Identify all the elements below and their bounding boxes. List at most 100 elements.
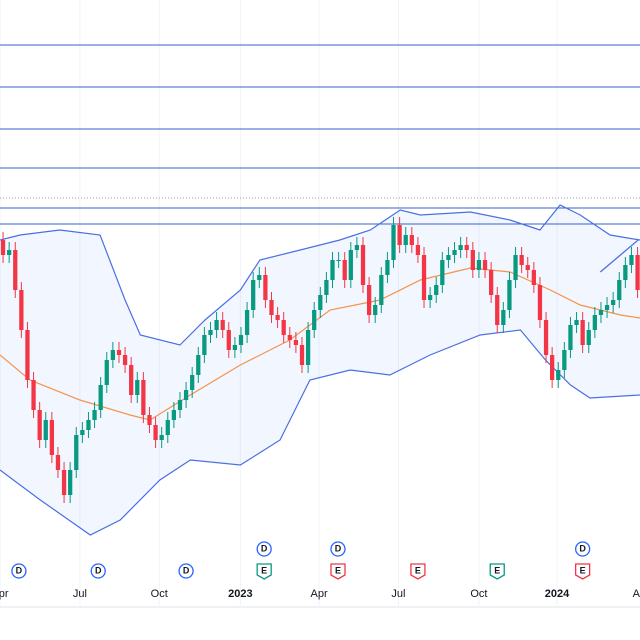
event-label: E [261,565,267,575]
event-label: D [335,543,342,553]
candle-body [135,380,140,395]
candle-body [263,275,268,300]
candle-body [409,235,414,245]
candle-body [379,275,384,305]
candle-body [488,270,494,295]
candle-body [183,390,189,400]
candle-body [543,320,549,355]
candle-body [275,315,280,320]
candle-body [269,300,274,315]
candle-body [31,380,36,410]
candle-body [43,420,48,440]
candle-body [208,330,213,335]
candle-body [598,310,604,315]
candle-body [482,260,488,270]
event-marker: D [330,541,346,557]
candle-body [86,420,91,430]
candle-body [49,420,54,455]
x-tick-label: Jul [73,588,87,600]
candle-body [129,365,134,395]
candle-body [629,255,634,265]
candle-body [232,345,238,350]
event-badge [256,541,272,557]
candle-body [476,260,482,270]
candle-body [568,325,573,350]
event-label: D [183,565,190,575]
candle-body [525,265,530,270]
candle-body [501,310,506,325]
candle-body [55,455,61,470]
candle-body [592,315,597,330]
candle-body [458,245,463,250]
band-line [0,329,640,536]
candle-body [0,240,6,255]
candle-body [98,385,103,410]
candle-body [37,410,42,440]
x-tick-label: 2023 [228,588,252,600]
event-badge [11,563,27,579]
candle-body [391,225,396,260]
event-label: E [415,565,421,575]
candle-body [470,250,475,270]
candle-body [452,250,457,255]
candle-body [537,285,543,320]
candle-body [226,330,231,350]
band-line [0,204,640,346]
candle-body [318,295,323,310]
event-marker: D [575,541,591,557]
candle-body [434,285,439,295]
event-label: D [16,565,23,575]
event-badge [575,541,591,557]
candle-body [623,265,628,280]
candle-body [177,400,183,410]
candle-body [360,245,366,285]
candle-body [464,245,469,250]
event-marker: E [410,563,426,580]
x-tick-label: Apr [633,588,640,600]
candle-body [397,225,402,245]
candle-body [202,335,207,355]
candle-body [440,260,445,285]
x-tick-label: Jul [391,588,405,600]
candle-body [348,250,353,280]
candle-body [287,335,292,340]
candle-body [342,260,347,280]
candle-body [354,245,360,250]
candle-body [513,255,518,280]
candle-body [141,380,146,415]
event-marker: D [11,563,27,579]
candle-body [373,305,378,315]
event-label: E [335,565,341,575]
candle-body [299,345,305,365]
candle-body [19,290,24,330]
candle-body [507,280,512,310]
event-label: D [261,543,268,553]
event-marker: E [256,563,272,580]
candle-body [293,340,299,345]
candle-body [68,470,73,495]
x-tick-label: Apr [0,588,9,600]
candle-body [403,235,408,245]
candle-body [366,285,372,315]
x-tick-label: Oct [470,588,487,600]
event-badge [90,563,106,579]
candle-body [324,280,329,295]
event-marker: D [90,563,106,579]
event-marker: E [575,563,591,580]
trend-line [599,239,639,273]
event-badge [256,563,272,580]
candle-body [586,330,591,345]
event-marker: D [178,563,194,579]
event-label: D [579,543,586,553]
candle-body [257,275,262,280]
candle-body [110,350,116,360]
candle-body [312,310,317,330]
candle-body [574,320,579,325]
event-label: D [95,565,102,575]
candle-body [336,260,341,261]
candle-body [305,330,311,365]
event-marker: E [489,563,505,580]
candle-body [190,375,195,390]
x-tick-label: Oct [151,588,168,600]
